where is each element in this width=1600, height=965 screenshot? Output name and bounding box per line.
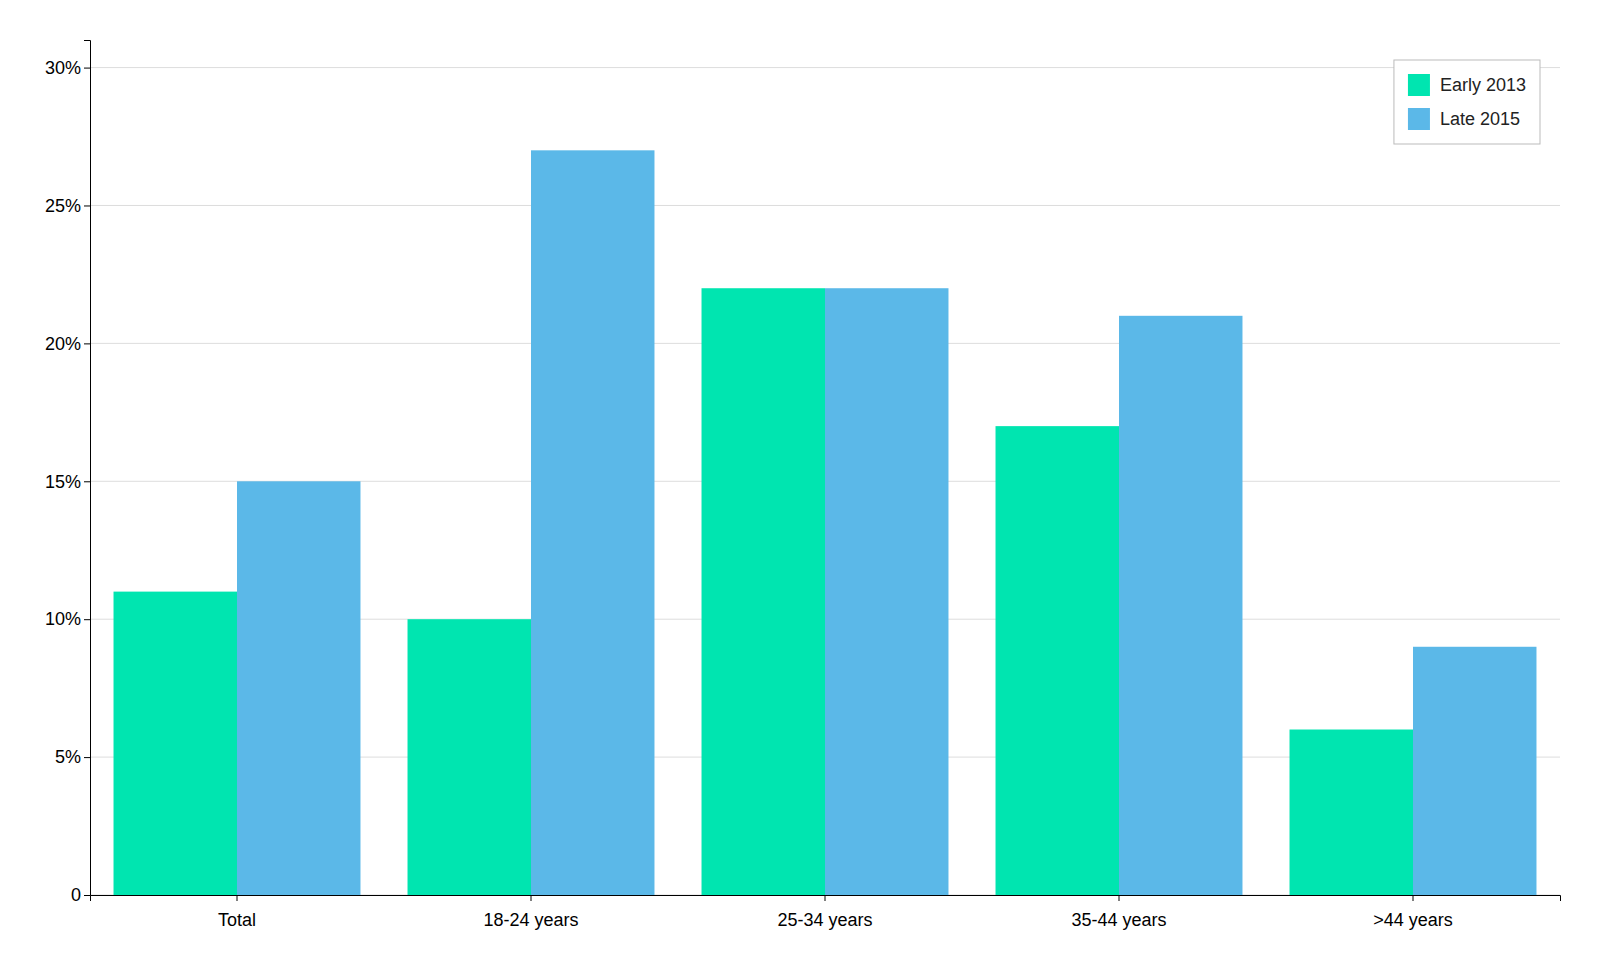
y-tick-label: 20% (45, 334, 81, 354)
x-tick-label: 18-24 years (483, 910, 578, 930)
legend-label: Late 2015 (1440, 109, 1520, 129)
legend-swatch (1408, 74, 1430, 96)
bar (237, 481, 360, 895)
legend-label: Early 2013 (1440, 75, 1526, 95)
legend-swatch (1408, 108, 1430, 130)
y-tick-mark (84, 619, 90, 620)
legend-box (1394, 60, 1540, 144)
y-tick: 25% (45, 196, 90, 216)
y-tick-label: 0 (71, 885, 81, 905)
bar-series (114, 288, 1413, 895)
x-tick: 25-34 years (777, 895, 872, 930)
y-tick: 15% (45, 472, 90, 492)
y-axis: 0 5% 10% 15% 20% 25% 30% (45, 41, 91, 906)
bar (825, 288, 948, 895)
grid-line (90, 67, 1560, 68)
bar (996, 426, 1119, 895)
y-tick-label: 5% (55, 747, 81, 767)
x-tick-label: >44 years (1373, 910, 1453, 930)
x-tick-mark (1119, 895, 1120, 901)
y-tick-mark (84, 343, 90, 344)
y-tick-mark (84, 68, 90, 69)
y-tick-label: 30% (45, 58, 81, 78)
x-tick: 35-44 years (1071, 895, 1166, 930)
bar (408, 619, 531, 895)
y-tick-label: 15% (45, 472, 81, 492)
x-tick-label: 25-34 years (777, 910, 872, 930)
x-tick: >44 years (1373, 895, 1453, 930)
x-tick-mark (825, 895, 826, 901)
bars (114, 150, 1537, 895)
x-tick-mark (531, 895, 532, 901)
x-tick-mark (1413, 895, 1414, 901)
y-tick: 5% (55, 747, 90, 767)
bar (114, 592, 237, 895)
bar (531, 150, 654, 895)
bar (702, 288, 825, 895)
bar-series (237, 150, 1536, 895)
x-tick: 18-24 years (483, 895, 578, 930)
y-tick-mark (84, 895, 90, 896)
bar (1119, 316, 1242, 895)
x-axis: Total 18-24 years 25-34 years 35-44 years >4… (91, 895, 1561, 930)
y-axis-line (84, 41, 91, 896)
y-tick: 0 (71, 885, 90, 905)
legend-item: Late 2015 (1408, 108, 1520, 130)
grid-line (90, 205, 1560, 206)
y-tick-mark (84, 757, 90, 758)
y-tick-label: 10% (45, 609, 81, 629)
y-tick-label: 25% (45, 196, 81, 216)
x-tick-label: 35-44 years (1071, 910, 1166, 930)
x-axis-line (91, 896, 1561, 902)
y-tick: 10% (45, 609, 90, 629)
x-tick: Total (218, 895, 256, 930)
bar (1290, 730, 1413, 895)
y-tick: 30% (45, 58, 90, 78)
chart: 0 5% 10% 15% 20% 25% 30% Total 18-24 years 25-34 … (0, 0, 1600, 965)
y-tick: 20% (45, 334, 90, 354)
y-tick-mark (84, 481, 90, 482)
x-tick-mark (237, 895, 238, 901)
y-tick-mark (84, 205, 90, 206)
bar (1413, 647, 1536, 895)
legend: Early 2013 Late 2015 (1394, 60, 1540, 144)
x-tick-label: Total (218, 910, 256, 930)
grid (90, 68, 1560, 895)
legend-item: Early 2013 (1408, 74, 1526, 96)
